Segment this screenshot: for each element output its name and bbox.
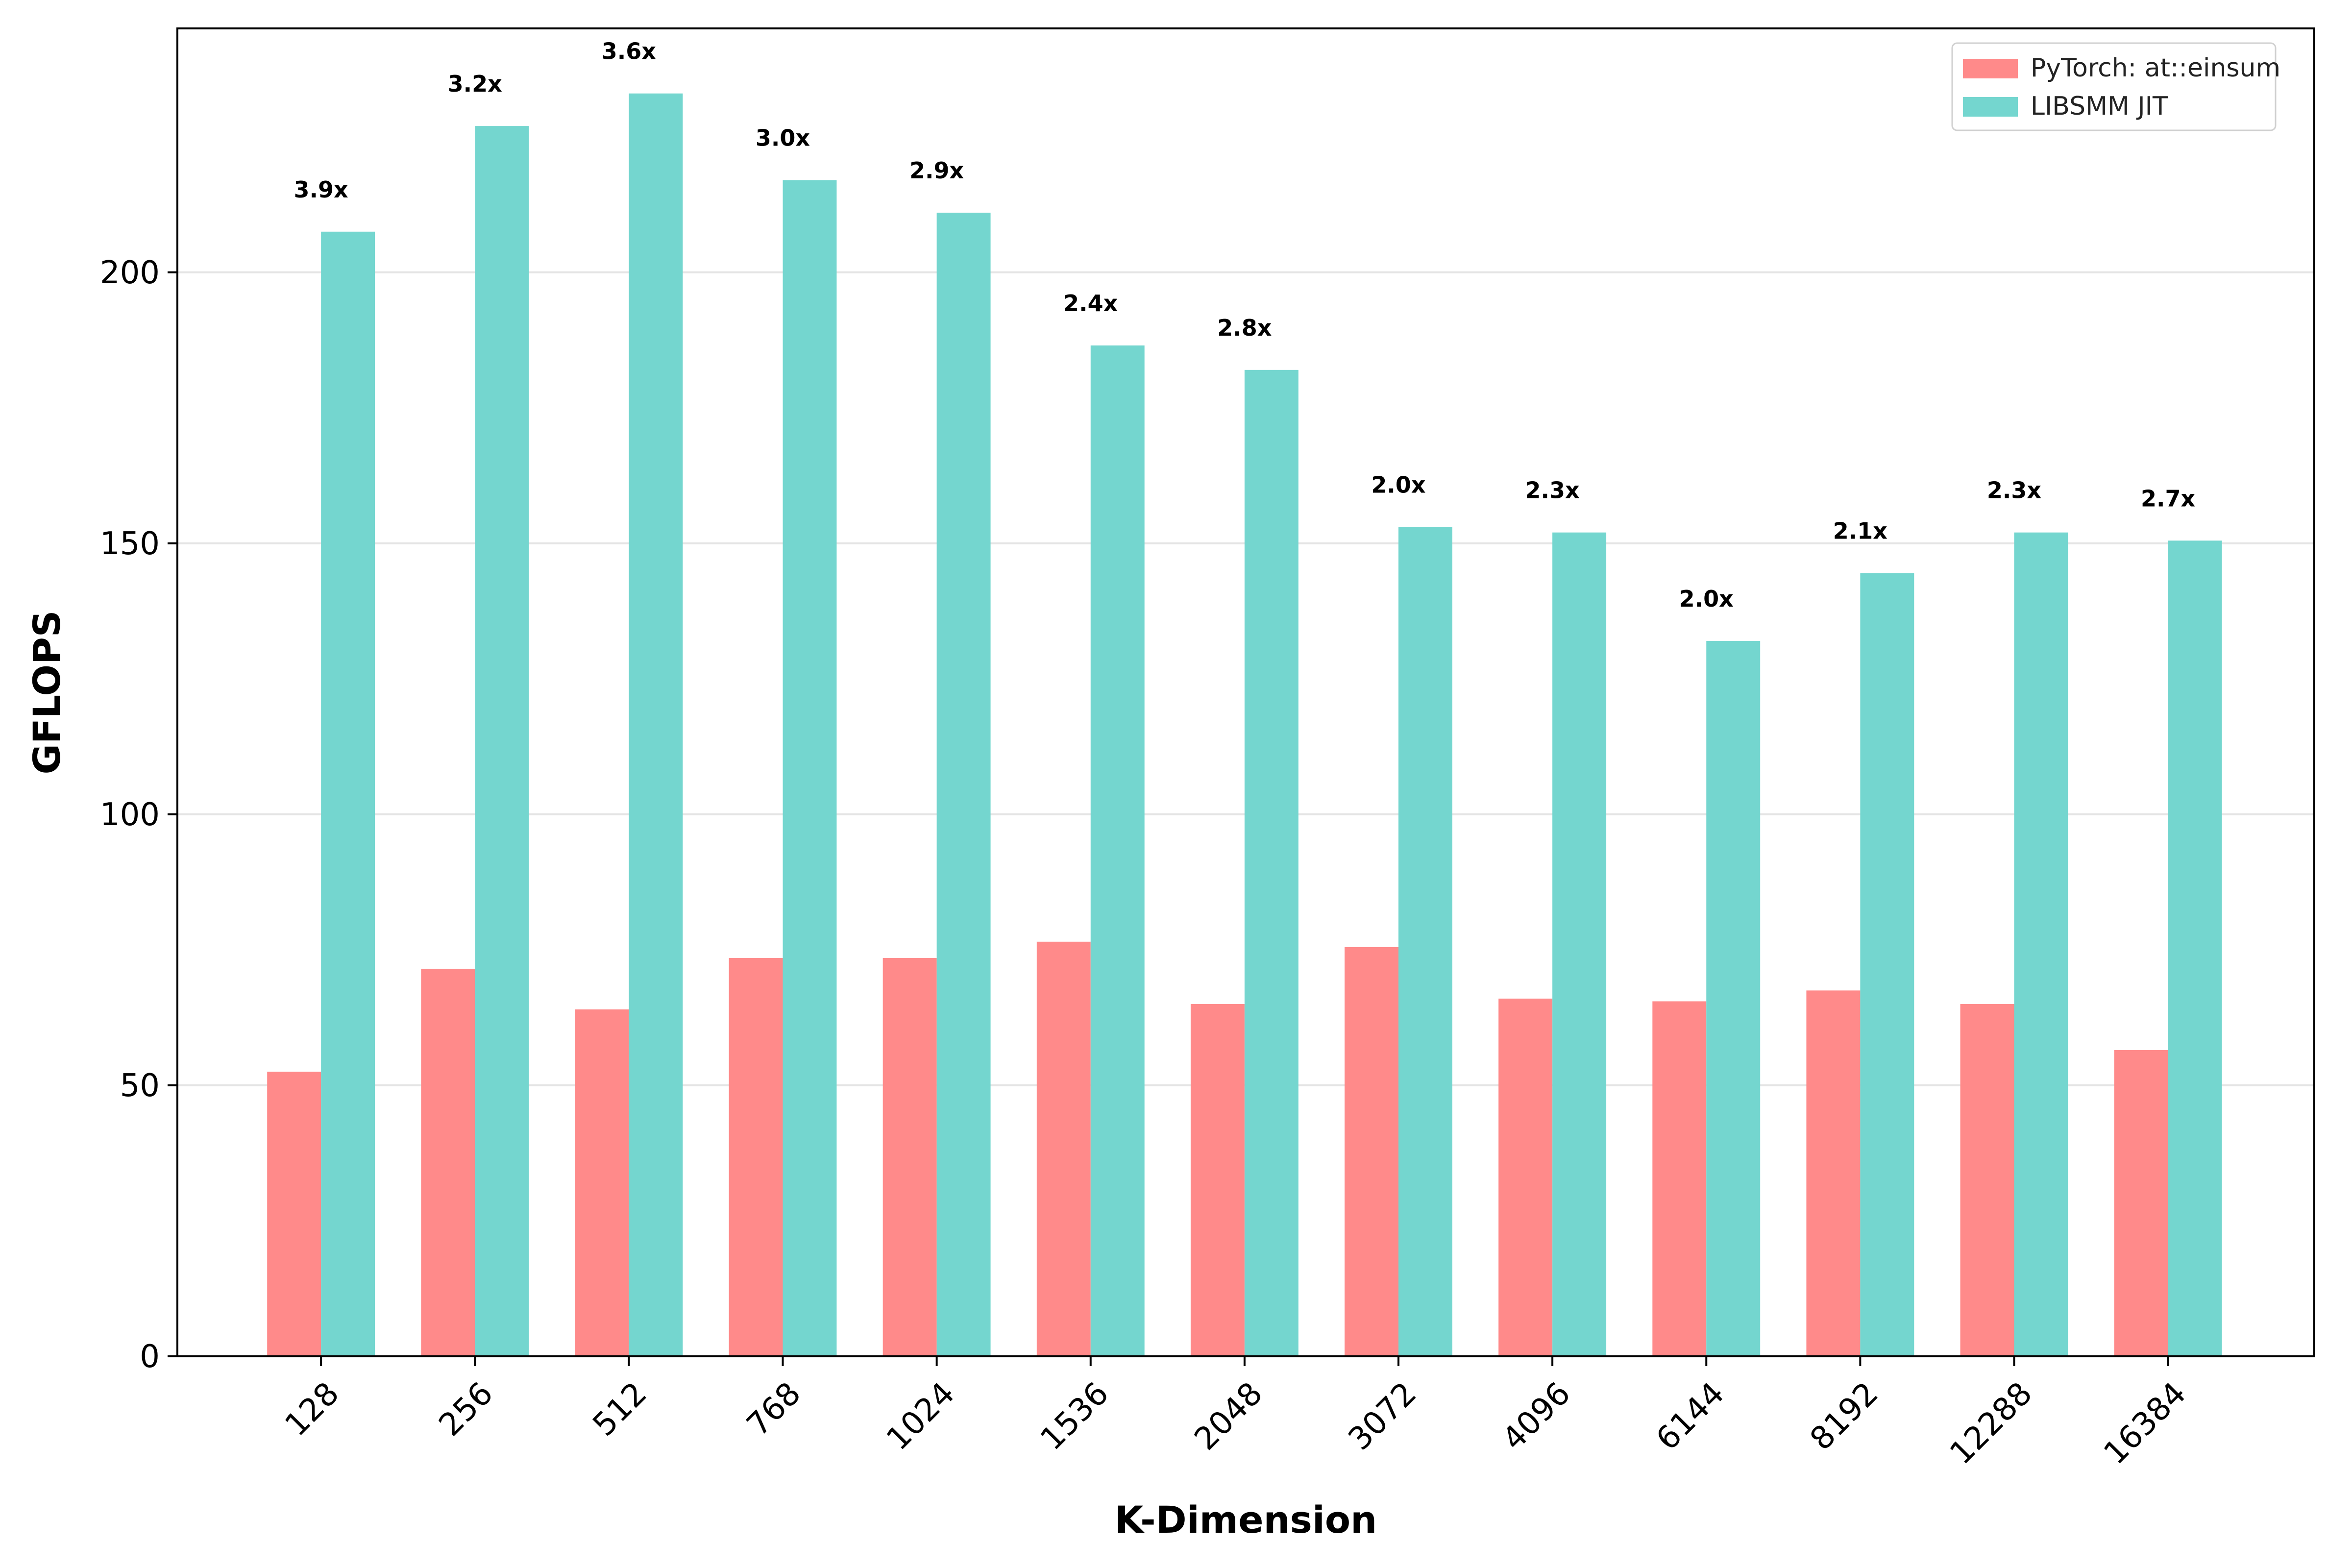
libsmm-bar: [936, 213, 991, 1357]
speedup-label: 2.8x: [1217, 315, 1272, 341]
speedup-label: 2.9x: [909, 157, 964, 184]
y-tick-label: 100: [100, 797, 160, 833]
pytorch-bar: [1345, 947, 1399, 1356]
x-tick-label: 1536: [1034, 1375, 1116, 1457]
pytorch-bar: [729, 958, 783, 1356]
speedup-label: 2.4x: [1063, 290, 1118, 317]
speedup-label: 2.7x: [2141, 485, 2195, 512]
y-axis-title: GFLOPS: [25, 610, 69, 774]
x-tick-label: 1024: [880, 1375, 961, 1457]
y-tick-label: 50: [120, 1068, 160, 1104]
x-tick-label: 512: [586, 1375, 654, 1444]
speedup-label: 2.1x: [1833, 518, 1887, 544]
y-tick-label: 200: [100, 255, 160, 291]
libsmm-bar: [1552, 532, 1607, 1356]
x-tick-label: 256: [432, 1375, 500, 1444]
x-tick-label: 768: [740, 1375, 808, 1444]
speedup-label: 2.0x: [1679, 586, 1734, 612]
plot-frame: [176, 27, 2315, 1357]
y-tick-label: 0: [140, 1339, 160, 1375]
x-tick-label: 6144: [1649, 1375, 1731, 1457]
libsmm-bar: [1706, 640, 1761, 1356]
libsmm-bar: [783, 180, 837, 1356]
bars: [267, 93, 2222, 1357]
pytorch-bar: [2114, 1050, 2168, 1356]
y-tick-label: 150: [100, 526, 160, 562]
pytorch-bar: [1806, 990, 1861, 1356]
speedup-label: 2.3x: [1987, 477, 2041, 504]
libsmm-bar: [1860, 573, 1914, 1356]
pytorch-bar: [421, 969, 475, 1356]
libsmm-bar: [1090, 345, 1145, 1357]
pytorch-bar: [1036, 941, 1091, 1356]
legend-swatch: [1963, 97, 2018, 117]
pytorch-bar: [1960, 1004, 2014, 1356]
y-axis: 0 50 100 150 200: [100, 255, 177, 1375]
x-axis-title: K-Dimension: [1115, 1498, 1377, 1542]
speedup-label: 3.2x: [448, 71, 502, 97]
pytorch-bar: [267, 1072, 321, 1356]
x-tick-label: 8192: [1803, 1375, 1885, 1457]
libsmm-bar: [1398, 527, 1452, 1356]
libsmm-bar: [1244, 369, 1298, 1356]
speedup-label: 2.0x: [1371, 472, 1425, 498]
speedup-label: 3.6x: [602, 38, 656, 65]
x-tick-label: 128: [278, 1375, 346, 1444]
x-tick-label: 4096: [1495, 1375, 1577, 1457]
libsmm-bar: [321, 231, 375, 1357]
x-tick-label: 3072: [1342, 1375, 1423, 1457]
pytorch-bar: [1190, 1004, 1245, 1356]
legend-swatch: [1963, 59, 2018, 78]
speedup-label: 2.3x: [1525, 477, 1580, 504]
x-tick-label: 2048: [1188, 1375, 1270, 1457]
x-tick-label: 12288: [1943, 1375, 2039, 1471]
libsmm-bar: [2168, 540, 2222, 1356]
legend-label: PyTorch: at::einsum: [2031, 53, 2280, 83]
libsmm-bar: [475, 126, 529, 1356]
pytorch-bar: [1652, 1001, 1707, 1356]
x-tick-label: 16384: [2097, 1375, 2193, 1471]
legend-label: LIBSMM JIT: [2031, 92, 2168, 121]
legend-box: [1951, 42, 2277, 131]
speedup-label: 3.0x: [756, 125, 810, 151]
libsmm-bar: [629, 93, 683, 1357]
speedup-labels: 3.9x 3.2x 3.6x 3.0x 2.9x 2.4x 2.8x 2.0x 2.3x 2.0x…: [294, 38, 2196, 612]
speedup-label: 3.9x: [294, 176, 348, 203]
pytorch-bar: [882, 958, 937, 1356]
libsmm-bar: [2014, 532, 2068, 1356]
pytorch-bar: [575, 1009, 629, 1356]
pytorch-bar: [1498, 998, 1553, 1356]
x-axis: 128 256 512 768 1024 1536 2048 3072 4096 6144 8192…: [278, 1356, 2193, 1471]
